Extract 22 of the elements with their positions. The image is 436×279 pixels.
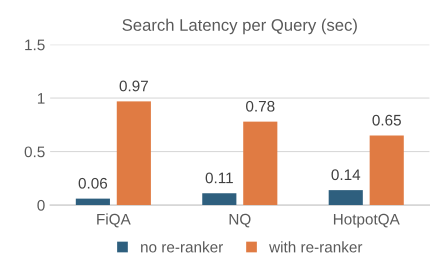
bar: [328, 190, 363, 206]
bar: [243, 122, 278, 206]
legend-label: with re-ranker: [269, 241, 362, 252]
y-tick-label: 0.5: [24, 146, 45, 158]
x-tick-label: HotpotQA: [334, 214, 400, 228]
bar: [370, 136, 404, 206]
data-label: 0.14: [331, 169, 360, 180]
x-tick-label: FiQA: [97, 213, 131, 228]
bar: [116, 101, 151, 206]
chart-title: Search Latency per Query (sec): [122, 18, 357, 34]
y-tick-label: 1: [38, 93, 45, 104]
data-label: 0.11: [206, 172, 233, 184]
y-tick-label: 1.5: [25, 40, 45, 50]
legend-label: no re-ranker: [141, 241, 224, 252]
bar: [202, 193, 236, 206]
data-label: 0.78: [246, 100, 274, 112]
bar: [76, 198, 110, 206]
data-label: 0.65: [372, 114, 401, 126]
data-label: 0.97: [120, 80, 148, 92]
x-tick-label: NQ: [230, 214, 251, 228]
y-tick-label: 0: [37, 200, 45, 211]
data-label: 0.06: [78, 178, 108, 189]
